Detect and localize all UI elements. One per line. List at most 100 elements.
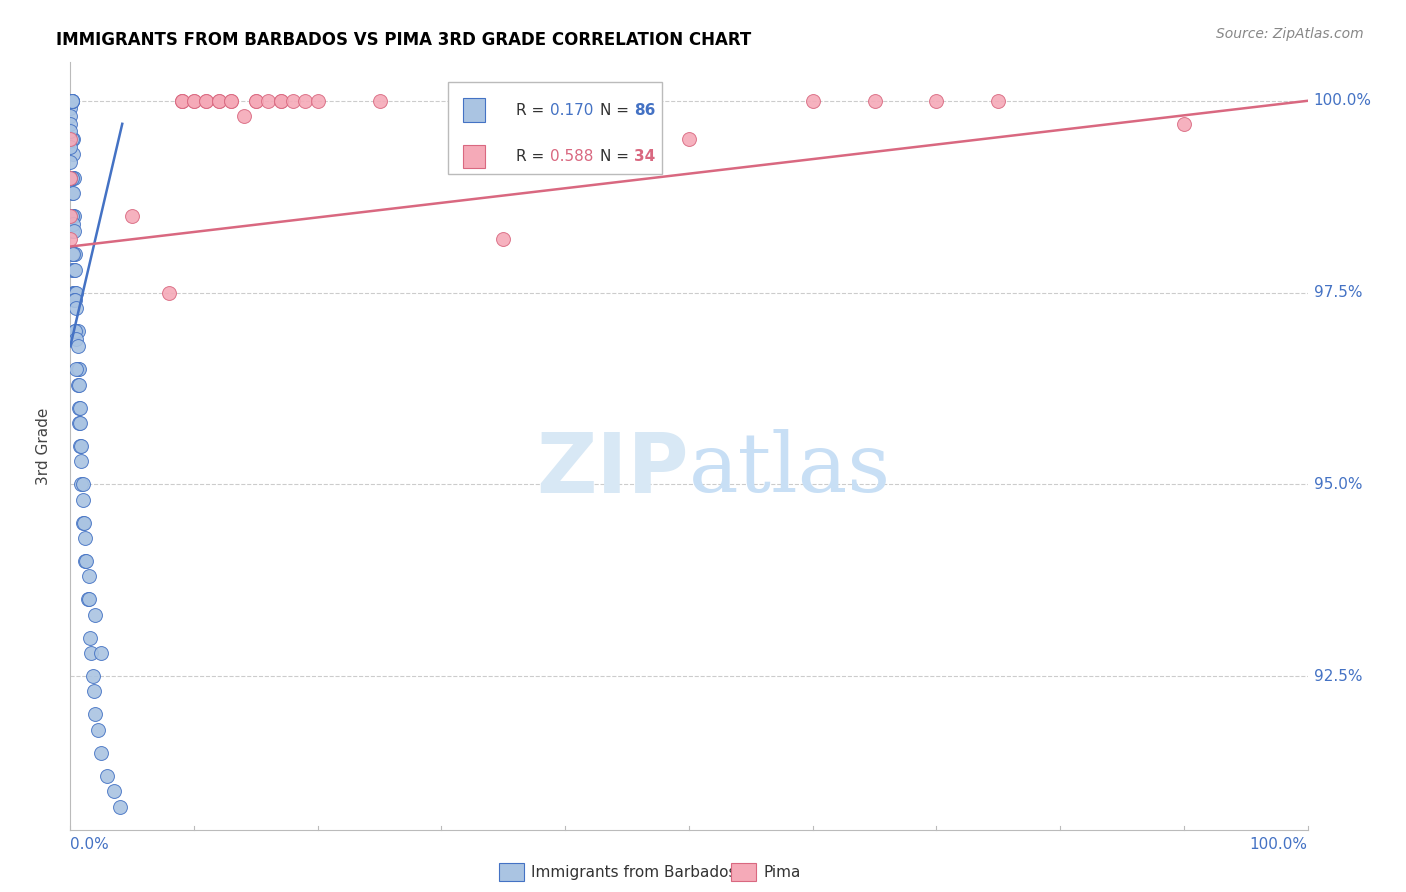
Point <box>59 209 82 223</box>
Point <box>75 554 97 568</box>
Point <box>63 293 86 308</box>
Text: R =: R = <box>516 149 548 163</box>
Point <box>75 531 97 545</box>
Text: Source: ZipAtlas.com: Source: ZipAtlas.com <box>1216 27 1364 41</box>
Point <box>208 94 231 108</box>
Point <box>63 224 86 238</box>
Point <box>63 209 86 223</box>
Point <box>62 132 84 146</box>
Point <box>84 707 107 722</box>
Point <box>65 293 87 308</box>
Point <box>67 362 90 376</box>
Point <box>59 102 82 116</box>
Point <box>59 155 82 169</box>
Point <box>59 117 82 131</box>
Point <box>60 186 83 200</box>
Point <box>60 209 83 223</box>
Point <box>80 646 103 660</box>
Point <box>82 669 104 683</box>
Point <box>63 247 86 261</box>
Point <box>65 285 87 300</box>
Point <box>59 170 82 185</box>
Point <box>67 416 90 430</box>
Point <box>96 769 118 783</box>
Bar <box>463 98 485 121</box>
Point <box>170 94 193 108</box>
Point <box>65 324 87 338</box>
Text: R =: R = <box>516 103 548 118</box>
Point <box>59 232 82 246</box>
Point <box>987 94 1010 108</box>
Point <box>59 94 82 108</box>
Point <box>270 94 292 108</box>
Point <box>83 684 105 698</box>
Point <box>60 94 83 108</box>
Text: 86: 86 <box>634 103 655 118</box>
Point <box>62 186 84 200</box>
Point <box>62 170 84 185</box>
Point <box>66 377 89 392</box>
Point <box>195 94 218 108</box>
Point <box>245 94 267 108</box>
Point <box>72 516 94 530</box>
Point <box>294 94 316 108</box>
Text: 100.0%: 100.0% <box>1250 838 1308 852</box>
Point <box>90 746 112 760</box>
Point <box>492 232 515 246</box>
Text: IMMIGRANTS FROM BARBADOS VS PIMA 3RD GRADE CORRELATION CHART: IMMIGRANTS FROM BARBADOS VS PIMA 3RD GRA… <box>56 31 751 49</box>
Point <box>63 170 86 185</box>
Point <box>65 247 87 261</box>
Point <box>157 285 180 300</box>
Point <box>63 285 86 300</box>
Point <box>66 324 89 338</box>
Point <box>60 170 83 185</box>
Point <box>65 332 87 346</box>
Point <box>59 94 82 108</box>
Point <box>678 132 700 146</box>
Text: 92.5%: 92.5% <box>1313 669 1362 683</box>
Point <box>170 94 193 108</box>
Point <box>60 247 83 261</box>
Point <box>59 94 82 108</box>
Text: 0.170: 0.170 <box>550 103 593 118</box>
Point <box>65 362 87 376</box>
Point <box>60 94 83 108</box>
Point <box>77 592 100 607</box>
Point <box>70 454 93 468</box>
Point <box>62 247 84 261</box>
Text: N =: N = <box>600 103 634 118</box>
Point <box>86 723 108 737</box>
Text: 34: 34 <box>634 149 655 163</box>
Point <box>245 94 267 108</box>
Bar <box>447 81 662 174</box>
Point <box>281 94 304 108</box>
Text: Immigrants from Barbados: Immigrants from Barbados <box>531 865 737 880</box>
Point <box>801 94 824 108</box>
Point <box>69 401 91 415</box>
Text: Pima: Pima <box>763 865 801 880</box>
Point <box>368 94 391 108</box>
Point <box>62 217 84 231</box>
Point <box>103 784 125 798</box>
Point <box>257 94 280 108</box>
Point <box>66 362 89 376</box>
Point <box>60 262 83 277</box>
Point <box>70 477 93 491</box>
Point <box>75 554 97 568</box>
Point <box>69 416 91 430</box>
Point <box>65 324 87 338</box>
Point <box>183 94 205 108</box>
Point <box>70 439 93 453</box>
Point <box>59 109 82 123</box>
Point <box>59 94 82 108</box>
Point <box>69 439 91 453</box>
Point <box>60 94 83 108</box>
Point <box>59 124 82 138</box>
Point <box>62 247 84 261</box>
Point <box>60 224 83 238</box>
Text: 97.5%: 97.5% <box>1313 285 1362 300</box>
Point <box>108 799 131 814</box>
Point <box>208 94 231 108</box>
Text: 0.0%: 0.0% <box>70 838 110 852</box>
Point <box>65 262 87 277</box>
